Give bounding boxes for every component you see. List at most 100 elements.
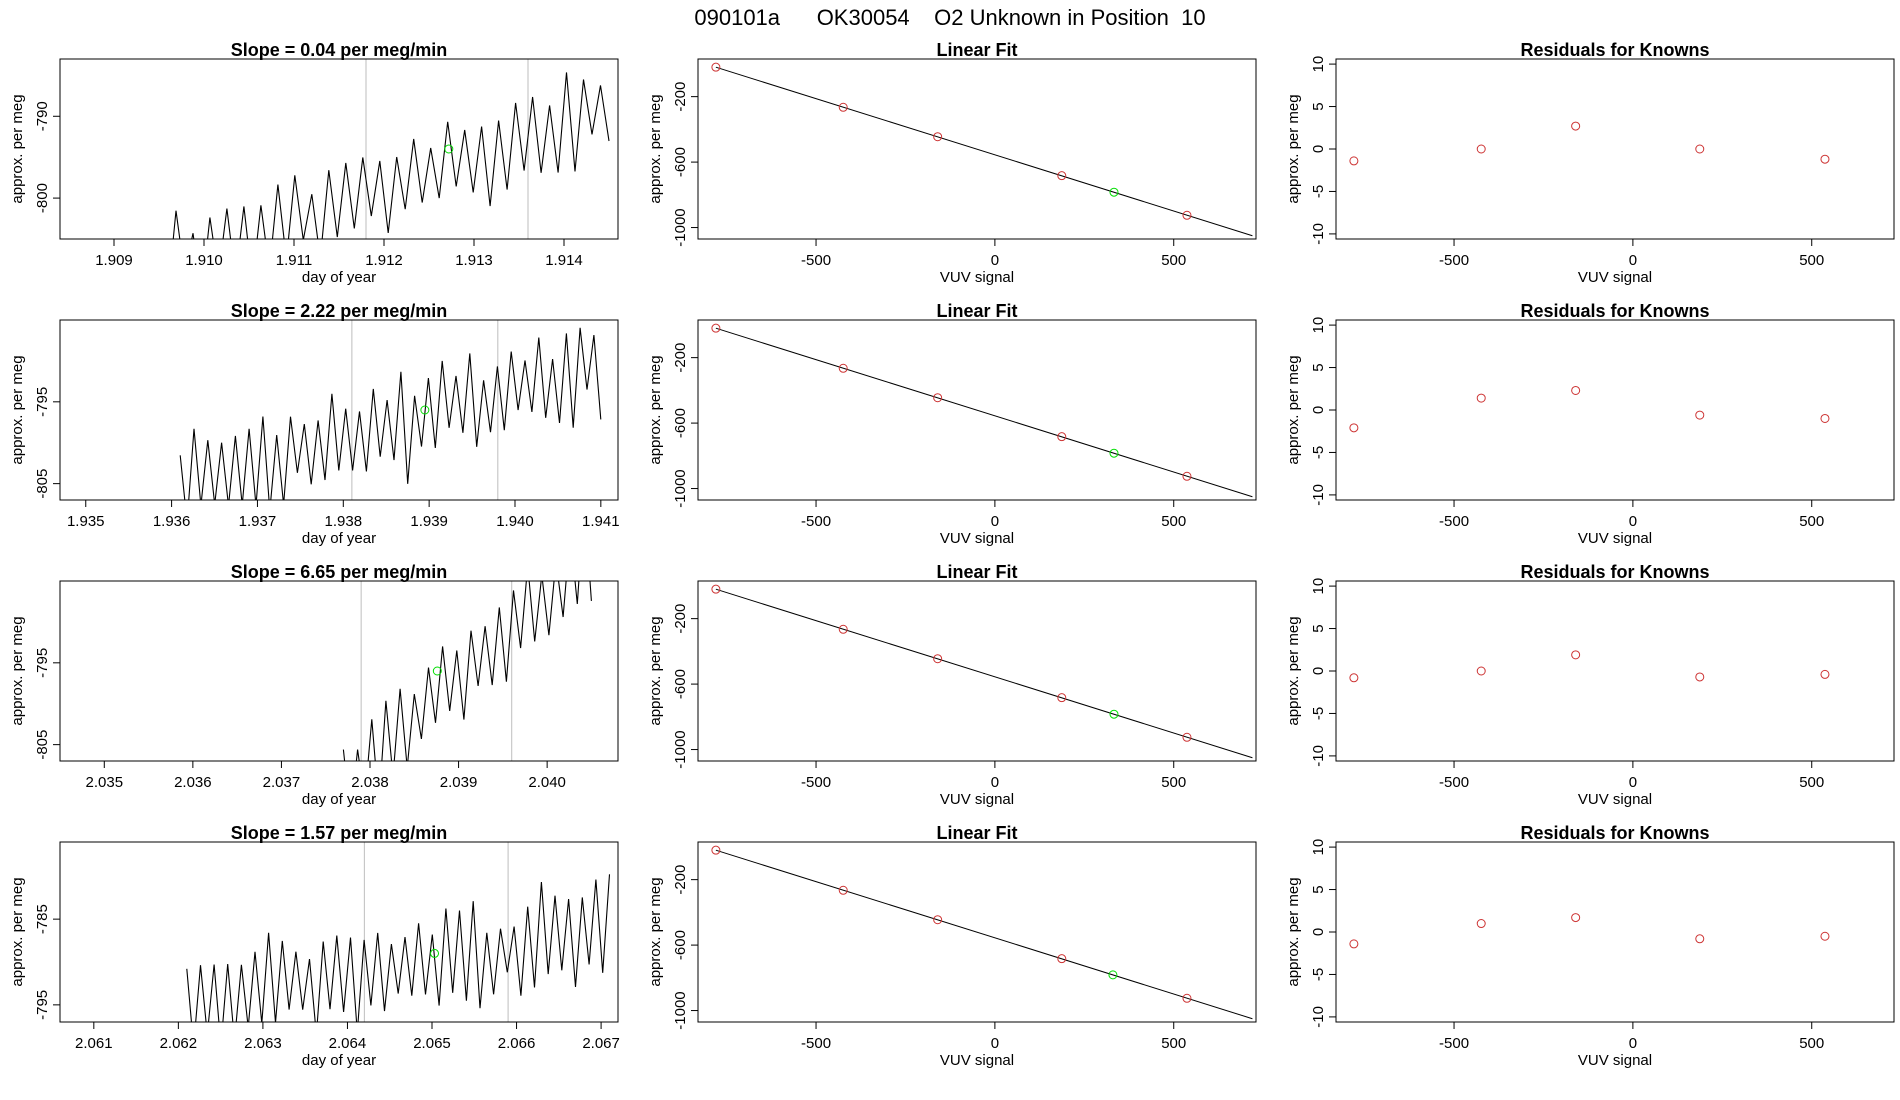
- y-tick-label: 5: [1310, 885, 1327, 893]
- y-tick-label: -790: [34, 101, 51, 131]
- panel-title: Linear Fit: [936, 823, 1017, 843]
- x-tick-label: 0: [1629, 513, 1637, 530]
- signal-trace: [342, 581, 592, 761]
- y-axis-label: approx. per meg: [9, 94, 26, 203]
- panel-residuals-row-2: Residuals for Knowns -500 0 500 -10 -5 0 5 10 VUV…: [1285, 301, 1895, 547]
- unknown-point: [1109, 448, 1119, 458]
- residual-point: [1349, 939, 1359, 949]
- y-tick-label: -5: [1310, 446, 1327, 459]
- plot-frame: [59, 319, 619, 501]
- y-axis-label: approx. per meg: [1285, 616, 1302, 725]
- x-tick-label: 500: [1799, 513, 1824, 530]
- residual-point: [1820, 413, 1830, 423]
- x-tick-label: 0: [991, 513, 999, 530]
- y-tick-label: -805: [34, 469, 51, 499]
- x-tick-label: -500: [1439, 252, 1469, 269]
- x-tick-label: 1.913: [455, 252, 493, 269]
- panel-title: Residuals for Knowns: [1520, 40, 1709, 60]
- known-point: [838, 624, 848, 634]
- x-tick-label: 2.061: [75, 1035, 113, 1052]
- plot-area: [1349, 121, 1830, 166]
- x-tick-label: 2.038: [351, 774, 389, 791]
- y-tick-label: -800: [34, 183, 51, 213]
- x-tick-label: 500: [1799, 252, 1824, 269]
- panel-title: Residuals for Knowns: [1520, 301, 1709, 321]
- panel-timeseries-row-2: Slope = 2.22 per meg/min 1.935 1.936 1.937 1…: [9, 301, 620, 547]
- x-tick-label: 2.063: [244, 1035, 282, 1052]
- y-tick-label: -600: [672, 147, 689, 177]
- x-axis-label: VUV signal: [1578, 269, 1652, 286]
- x-tick-label: 1.935: [67, 513, 105, 530]
- x-tick-label: 2.067: [582, 1035, 620, 1052]
- y-tick-label: -5: [1310, 185, 1327, 198]
- y-axis-label: approx. per meg: [1285, 355, 1302, 464]
- known-point: [933, 915, 943, 925]
- residual-point: [1571, 650, 1581, 660]
- residual-point: [1476, 393, 1486, 403]
- known-point: [838, 363, 848, 373]
- plot-frame: [1335, 319, 1895, 501]
- x-tick-label: 500: [1799, 774, 1824, 791]
- known-point: [838, 102, 848, 112]
- plot-area: [711, 845, 1253, 1020]
- y-tick-label: 10: [1310, 578, 1327, 595]
- panel-timeseries-row-1: Slope = 0.04 per meg/min 1.909 1.910 1.911 1…: [9, 40, 619, 286]
- x-tick-label: -500: [1439, 774, 1469, 791]
- y-tick-label: 0: [1310, 928, 1327, 936]
- x-tick-label: 1.936: [153, 513, 191, 530]
- y-tick-label: -600: [672, 930, 689, 960]
- known-point: [1182, 210, 1192, 220]
- x-tick-label: 1.914: [545, 252, 583, 269]
- y-tick-label: -5: [1310, 707, 1327, 720]
- x-tick-label: 500: [1161, 513, 1186, 530]
- residual-point: [1571, 913, 1581, 923]
- residual-point: [1695, 672, 1705, 682]
- known-point: [933, 654, 943, 664]
- x-tick-label: 0: [991, 774, 999, 791]
- plot-frame: [697, 580, 1257, 762]
- x-axis-label: VUV signal: [940, 791, 1014, 808]
- y-tick-label: -1000: [672, 991, 689, 1029]
- panel-title: Slope = 0.04 per meg/min: [231, 40, 448, 60]
- known-point: [838, 885, 848, 895]
- panel-timeseries-row-4: Slope = 1.57 per meg/min 2.061 2.062 2.063 2…: [9, 823, 620, 1069]
- x-tick-label: 2.036: [174, 774, 212, 791]
- x-axis-label: VUV signal: [940, 1052, 1014, 1069]
- x-axis-label: day of year: [302, 530, 376, 547]
- y-tick-label: 10: [1310, 839, 1327, 856]
- plot-area: [711, 323, 1253, 498]
- plot-area: [1349, 650, 1830, 683]
- residual-point: [1349, 423, 1359, 433]
- known-point: [711, 62, 721, 72]
- x-tick-label: 1.909: [95, 252, 133, 269]
- x-tick-label: 2.062: [160, 1035, 198, 1052]
- y-tick-label: 0: [1310, 406, 1327, 414]
- signal-trace: [172, 72, 610, 239]
- x-tick-label: 2.066: [498, 1035, 536, 1052]
- panel-fit-row-4: Linear Fit -500 0 500 -1000 -600 -200 VUV signa…: [647, 823, 1257, 1069]
- known-point: [711, 845, 721, 855]
- y-axis-label: approx. per meg: [647, 94, 664, 203]
- residual-point: [1349, 673, 1359, 683]
- residual-point: [1695, 144, 1705, 154]
- residual-point: [1695, 410, 1705, 420]
- panel-title: Linear Fit: [936, 40, 1017, 60]
- x-axis-label: VUV signal: [1578, 1052, 1652, 1069]
- panel-title: Slope = 2.22 per meg/min: [231, 301, 448, 321]
- residual-point: [1820, 669, 1830, 679]
- y-tick-label: -200: [672, 604, 689, 634]
- plot-area: [711, 62, 1253, 237]
- x-tick-label: 2.039: [440, 774, 478, 791]
- unknown-sample-point: [444, 144, 454, 154]
- panel-title: Linear Fit: [936, 562, 1017, 582]
- fit-line: [715, 66, 1253, 237]
- y-tick-label: -10: [1310, 484, 1327, 506]
- x-tick-label: 0: [1629, 1035, 1637, 1052]
- known-point: [933, 393, 943, 403]
- plot-area: [1349, 913, 1830, 949]
- y-tick-label: -200: [672, 865, 689, 895]
- x-tick-label: -500: [801, 252, 831, 269]
- y-tick-label: -10: [1310, 1006, 1327, 1028]
- y-tick-label: 0: [1310, 667, 1327, 675]
- x-tick-label: 1.941: [582, 513, 620, 530]
